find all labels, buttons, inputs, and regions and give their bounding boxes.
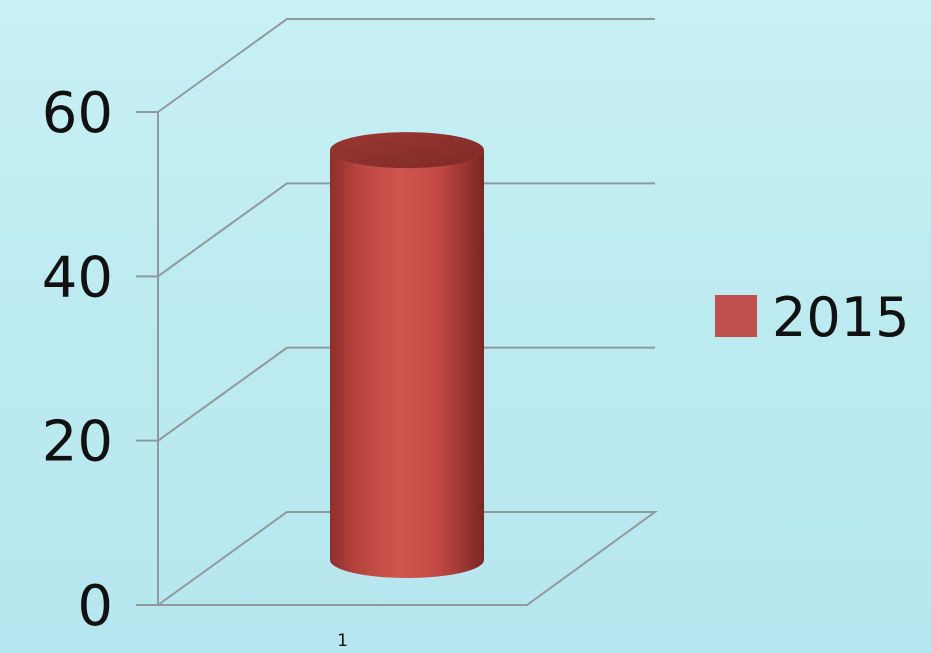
x-axis-ticks: 1 [337, 631, 348, 651]
y-tick-label: 20 [42, 410, 113, 475]
y-tick-label: 60 [42, 81, 113, 146]
x-tick-label: 1 [337, 631, 348, 651]
chart-walls [154, 112, 659, 606]
bar-cylinder-body [330, 150, 484, 578]
legend: 2015 [715, 286, 909, 349]
gridline [157, 18, 655, 113]
legend-swatch [715, 295, 757, 337]
bars [330, 132, 484, 578]
y-tick-label: 0 [77, 574, 113, 639]
gridline [157, 346, 655, 442]
bar-cylinder-top [330, 132, 484, 169]
gridline [157, 182, 655, 278]
y-tick-label: 40 [42, 245, 113, 310]
floor-outline [154, 511, 659, 606]
legend-label: 2015 [772, 286, 909, 349]
gridlines [157, 18, 655, 442]
y-axis-ticks: 0 20 40 60 [42, 81, 158, 639]
